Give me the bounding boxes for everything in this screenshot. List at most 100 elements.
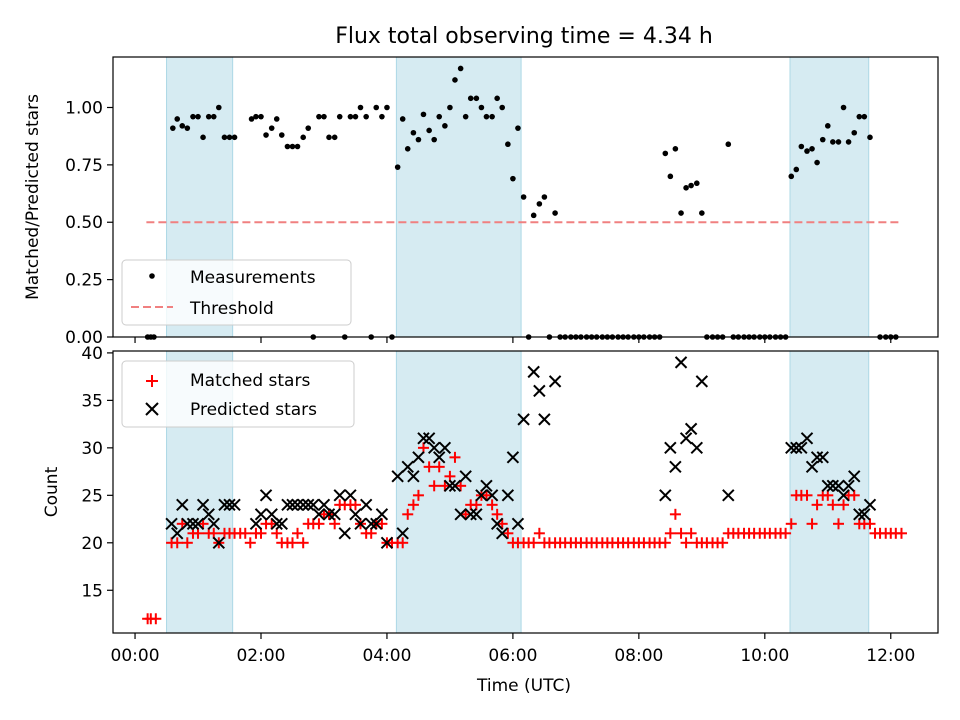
measurement-point [216, 104, 222, 111]
top-panel: 0.00 0.25 0.50 0.75 1.00 Matched/Predicted s… [23, 56, 939, 348]
predicted-point [695, 375, 709, 388]
legend-matched-label: Matched stars [190, 371, 310, 391]
predicted-point [533, 384, 546, 398]
measurement-point [200, 134, 206, 141]
top-legend: Measurements Threshold [121, 259, 352, 326]
measurement-point [379, 113, 385, 120]
predicted-point [354, 517, 367, 531]
bottom-y-tick-label: 30 [81, 439, 103, 459]
measurement-point [473, 95, 480, 102]
matched-point [286, 537, 298, 549]
matched-point [433, 461, 445, 473]
matched-point [407, 499, 419, 511]
measurement-point [530, 212, 537, 219]
predicted-point [259, 489, 273, 502]
matched-point [486, 499, 498, 511]
predicted-point [527, 365, 540, 379]
matched-point [895, 527, 907, 539]
predicted-point [480, 479, 493, 493]
predicted-point [191, 517, 205, 531]
predicted-point [202, 508, 215, 521]
matched-point [680, 537, 692, 549]
measurement-point [494, 95, 500, 102]
measurement-point [515, 125, 521, 131]
predicted-point [470, 508, 483, 521]
predicted-point [265, 508, 278, 521]
predicted-point [249, 517, 263, 531]
predicted-point [312, 508, 326, 521]
measurement-point [467, 95, 474, 102]
predicted-point [821, 479, 834, 493]
measurement-point [248, 116, 255, 122]
matched-point [402, 508, 414, 520]
predicted-point [517, 413, 530, 426]
matched-point [838, 499, 850, 511]
measurement-point [289, 143, 296, 150]
predicted-point [296, 498, 310, 512]
predicted-point [548, 375, 562, 388]
measurement-point [426, 127, 432, 134]
matched-point [664, 527, 676, 539]
measurement-point [326, 134, 332, 141]
measurement-point [331, 134, 338, 141]
legend-threshold-label: Threshold [189, 299, 274, 319]
measurement-point [788, 173, 795, 180]
predicted-point [448, 479, 462, 493]
predicted-point [291, 498, 304, 512]
predicted-point [659, 489, 672, 502]
predicted-point [837, 489, 850, 502]
measurement-point [284, 143, 291, 150]
predicted-point [490, 517, 504, 531]
measurement-point [373, 104, 380, 111]
predicted-point [359, 498, 373, 512]
measurement-point [541, 194, 548, 200]
matched-point [848, 489, 860, 501]
predicted-point [690, 441, 704, 455]
predicted-point [349, 508, 362, 521]
measurement-point [672, 146, 679, 152]
measurement-point [462, 113, 469, 120]
measurement-point [305, 125, 312, 131]
measurement-point [688, 182, 694, 189]
measurement-point [170, 125, 176, 131]
matched-point [423, 461, 435, 473]
predicted-point [281, 498, 294, 512]
matched-point [313, 518, 325, 530]
measurement-point [300, 134, 306, 141]
measurement-point [231, 134, 238, 141]
matched-point [491, 508, 503, 520]
legend-predicted-marker [145, 402, 159, 416]
measurement-point [478, 104, 485, 111]
predicted-point [302, 498, 315, 512]
measurement-point [205, 113, 212, 120]
measurement-point [394, 164, 401, 170]
predicted-point [848, 470, 861, 483]
matched-point [329, 518, 341, 530]
measurement-point [809, 146, 815, 152]
predicted-point [853, 508, 866, 521]
measurement-point [420, 111, 427, 118]
predicted-point [501, 489, 515, 502]
predicted-point [223, 498, 236, 512]
predicted-point [333, 489, 346, 502]
measurement-point [845, 139, 852, 145]
measurement-point [814, 159, 820, 166]
chart-title: Flux total observing time = 4.34 h [335, 24, 713, 49]
measurement-point [278, 132, 285, 138]
measurement-point [505, 141, 511, 148]
top-y-axis-label: Matched/Predicted stars [23, 94, 43, 300]
predicted-point [391, 470, 404, 483]
measurement-point [856, 113, 863, 120]
top-shaded-band [789, 56, 870, 338]
predicted-point [669, 460, 682, 474]
measurement-point [226, 134, 233, 141]
measurement-point [184, 125, 191, 131]
measurement-point [489, 113, 495, 120]
x-tick-label: 12:00 [866, 646, 915, 666]
measurement-point [824, 123, 831, 129]
predicted-point [443, 479, 457, 493]
predicted-point [207, 517, 220, 531]
matched-point [827, 499, 839, 511]
predicted-point [171, 527, 184, 540]
predicted-point [863, 498, 877, 512]
